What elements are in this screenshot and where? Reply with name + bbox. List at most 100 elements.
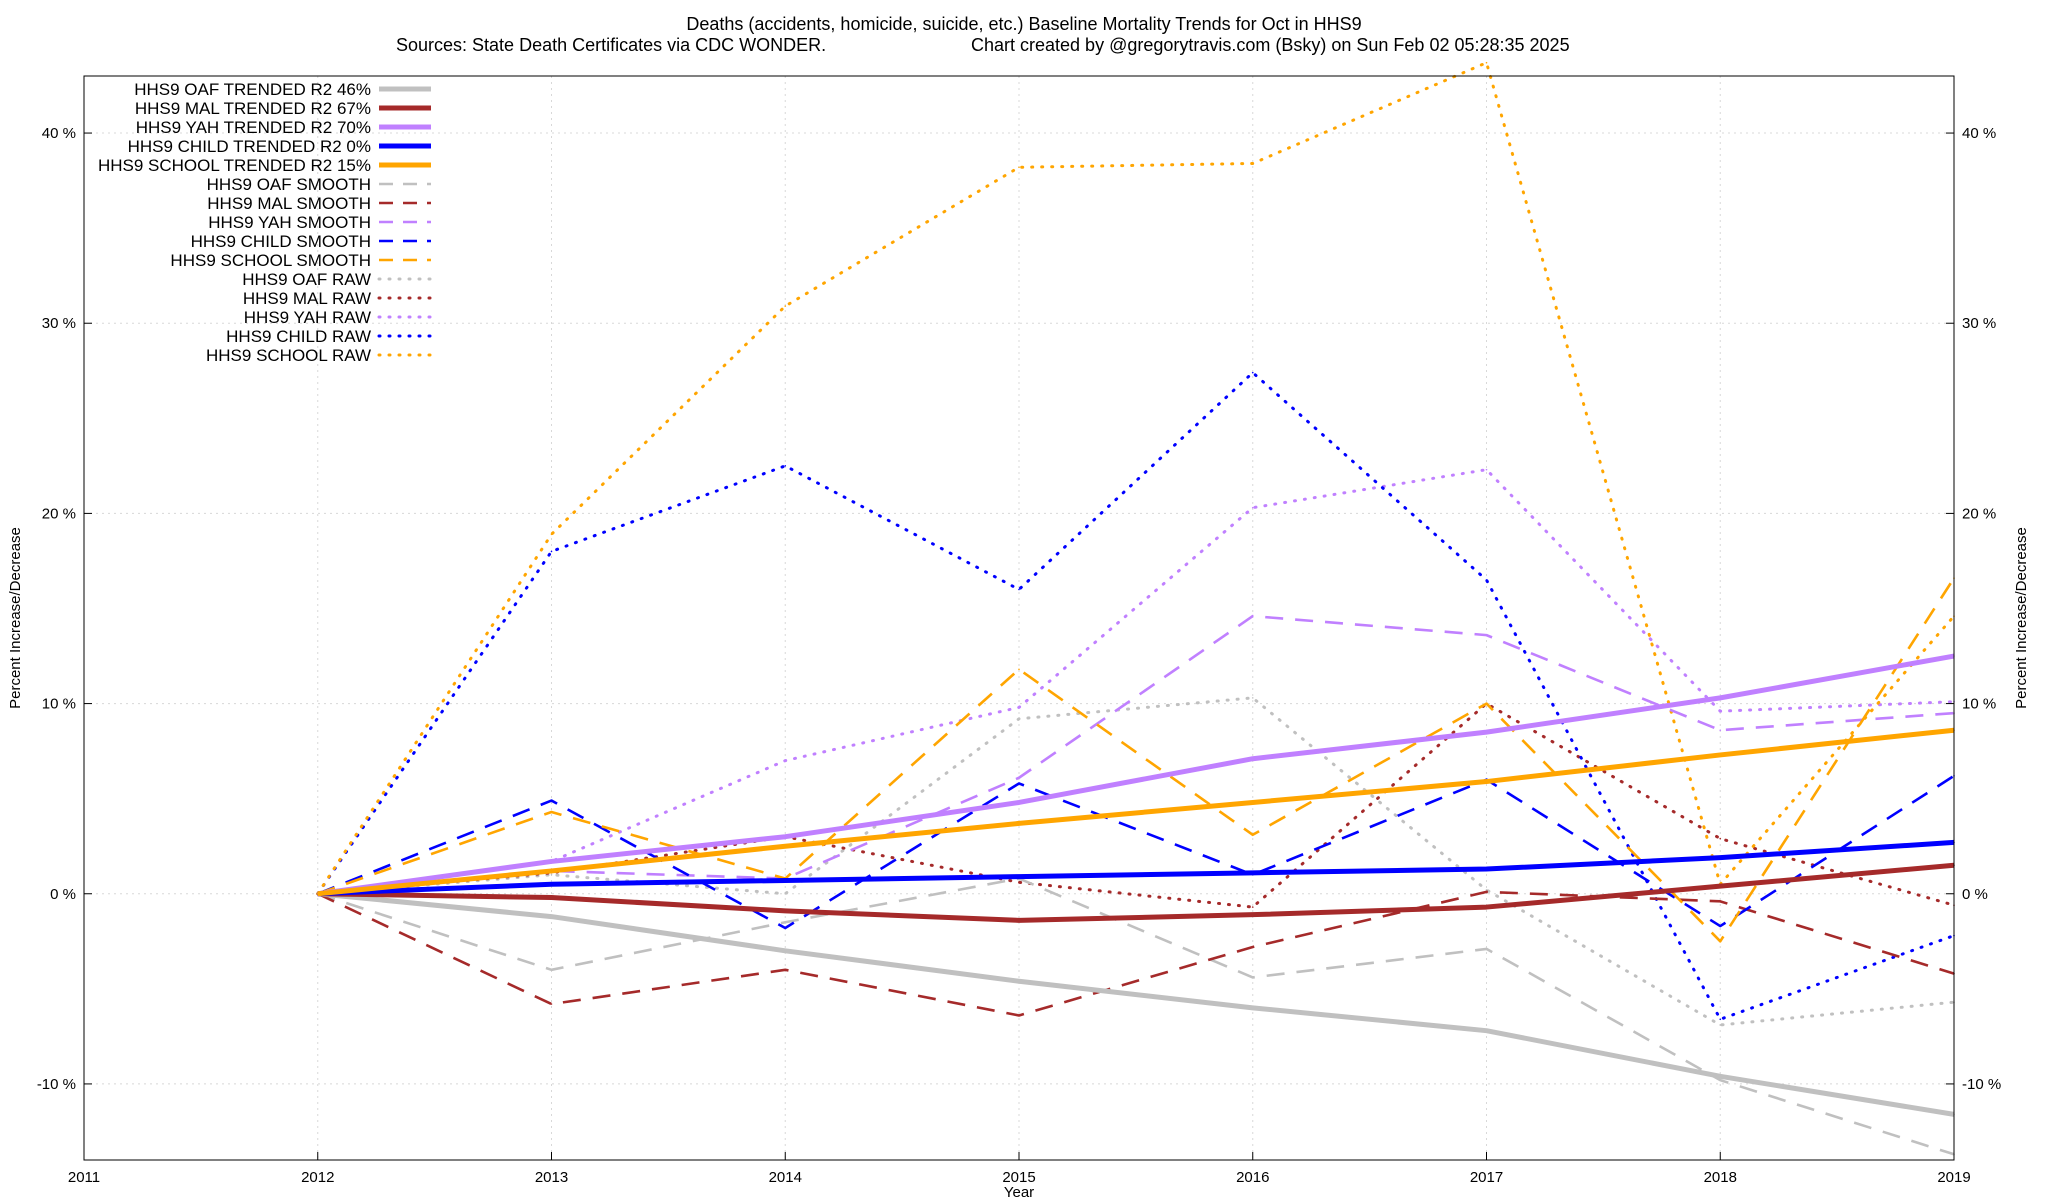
data-point	[1485, 891, 1488, 893]
data-point	[1251, 872, 1254, 874]
data-point	[1485, 780, 1488, 783]
data-point	[1485, 948, 1488, 950]
series-line-6	[317, 890, 1955, 1017]
series-line-8	[317, 774, 1955, 930]
data-point	[1485, 731, 1488, 733]
legend-label: HHS9 CHILD SMOOTH	[191, 232, 371, 251]
data-point	[316, 892, 319, 895]
data-point	[1251, 1007, 1254, 1009]
legend: HHS9 OAF TRENDED R2 46%HHS9 MAL TRENDED …	[98, 80, 433, 365]
data-point	[1251, 913, 1254, 916]
series-line-5	[317, 877, 1955, 1156]
data-point	[1251, 906, 1254, 908]
series-line-9	[317, 577, 1956, 943]
y-tick-label-left: 20 %	[42, 505, 76, 522]
legend-label: HHS9 OAF RAW	[242, 270, 371, 289]
data-point	[1719, 940, 1722, 943]
legend-label: HHS9 SCHOOL SMOOTH	[170, 251, 371, 270]
series-line-13	[316, 371, 1956, 1021]
legend-label: HHS9 YAH RAW	[244, 308, 371, 327]
y-tick-label-right: 0 %	[1962, 886, 1988, 903]
y-tick-label-left: 10 %	[42, 696, 76, 713]
legend-label: HHS9 OAF SMOOTH	[207, 175, 371, 194]
data-point	[1018, 776, 1020, 779]
data-point	[1018, 782, 1020, 785]
data-point	[784, 910, 787, 912]
x-tick-label: 2019	[1937, 1169, 1970, 1186]
series-line-0	[317, 891, 1955, 1117]
data-point	[550, 915, 553, 918]
chart-subtitle-credit: Chart created by @gregorytravis.com (Bsk…	[971, 35, 1570, 55]
data-point	[1251, 697, 1254, 699]
data-point	[784, 892, 787, 895]
x-tick-label: 2018	[1704, 1169, 1737, 1186]
x-tick-label: 2014	[769, 1169, 802, 1186]
data-point	[1018, 166, 1020, 169]
x-tick-label: 2017	[1470, 1169, 1503, 1186]
data-point	[784, 845, 787, 848]
data-point	[1251, 976, 1254, 979]
data-point	[550, 883, 553, 886]
data-point	[550, 873, 553, 876]
legend-label: HHS9 YAH TRENDED R2 70%	[136, 118, 371, 137]
y-tick-label-right: 40 %	[1962, 125, 1996, 142]
data-point	[784, 835, 787, 838]
data-point	[1719, 837, 1722, 840]
data-point	[1018, 980, 1020, 983]
data-point	[1719, 729, 1722, 732]
data-point	[1251, 371, 1254, 374]
legend-label: HHS9 SCHOOL RAW	[206, 346, 371, 365]
data-point	[1485, 906, 1488, 908]
legend-label: HHS9 OAF TRENDED R2 46%	[134, 80, 371, 99]
legend-label: HHS9 YAH SMOOTH	[208, 213, 371, 232]
legend-label: HHS9 CHILD TRENDED R2 0%	[128, 137, 371, 156]
data-point	[1485, 61, 1488, 64]
data-point	[1485, 468, 1488, 471]
data-point	[784, 950, 787, 952]
series-line-14	[316, 61, 1956, 896]
data-point	[784, 759, 787, 762]
plot-series	[316, 61, 1956, 1156]
data-point	[784, 969, 787, 971]
legend-label: HHS9 MAL RAW	[243, 289, 371, 308]
data-point	[1018, 1014, 1020, 1017]
data-point	[784, 465, 787, 467]
data-point	[550, 969, 553, 971]
data-point	[784, 921, 787, 924]
y-axis-label-left: Percent Increase/Decrease	[7, 527, 24, 709]
data-point	[550, 870, 553, 872]
data-point	[1251, 946, 1254, 948]
series-line-1	[317, 862, 1955, 923]
x-tick-label: 2016	[1236, 1169, 1269, 1186]
data-point	[1485, 634, 1488, 636]
y-tick-label-left: 40 %	[42, 125, 76, 142]
data-point	[550, 799, 553, 802]
data-point	[550, 811, 553, 813]
data-point	[1485, 868, 1488, 870]
series-line-7	[317, 614, 1955, 896]
x-tick-label: 2011	[68, 1169, 100, 1186]
x-tick-label: 2013	[535, 1169, 568, 1186]
data-point	[1018, 588, 1020, 591]
x-tick-label: 2012	[301, 1169, 334, 1186]
data-point	[1018, 822, 1020, 825]
data-point	[1251, 162, 1254, 165]
data-point	[1018, 706, 1020, 709]
data-point	[1018, 801, 1020, 804]
y-tick-label-left: 0 %	[50, 886, 76, 903]
data-point	[1251, 757, 1254, 760]
data-point	[784, 879, 787, 882]
data-point	[1018, 875, 1020, 878]
data-point	[784, 927, 787, 929]
data-point	[550, 896, 553, 899]
y-tick-label-right: -10 %	[1962, 1076, 2001, 1093]
data-point	[1719, 710, 1722, 712]
data-point	[1719, 1018, 1722, 1021]
data-point	[1719, 925, 1722, 927]
legend-label: HHS9 MAL TRENDED R2 67%	[135, 99, 371, 118]
data-point	[1719, 885, 1722, 887]
data-point	[1251, 801, 1254, 804]
legend-label: HHS9 SCHOOL TRENDED R2 15%	[98, 156, 371, 175]
data-point	[1485, 579, 1488, 581]
legend-label: HHS9 CHILD RAW	[226, 327, 371, 346]
